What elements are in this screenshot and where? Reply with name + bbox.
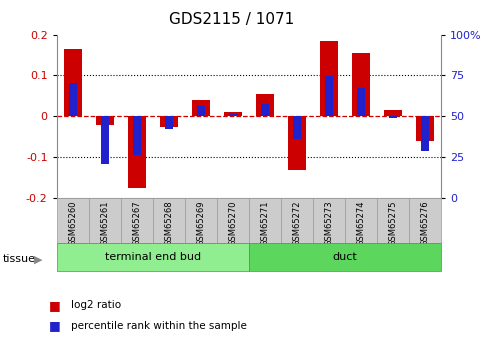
Bar	[385, 110, 402, 117]
Bar	[165, 117, 173, 129]
Bar	[325, 76, 333, 117]
Bar	[288, 117, 306, 170]
Bar	[313, 198, 345, 243]
Bar	[389, 117, 397, 118]
Bar	[89, 198, 121, 243]
Bar	[160, 117, 177, 127]
Bar	[345, 198, 377, 243]
Bar	[417, 117, 434, 141]
Text: GSM65267: GSM65267	[132, 201, 141, 246]
Text: GSM65276: GSM65276	[421, 201, 430, 246]
Bar	[153, 198, 185, 243]
Text: ■: ■	[49, 299, 61, 312]
Text: GDS2115 / 1071: GDS2115 / 1071	[169, 12, 294, 27]
Bar	[197, 106, 205, 117]
Text: ▶: ▶	[34, 255, 42, 264]
Bar	[357, 88, 365, 117]
Text: ■: ■	[49, 319, 61, 333]
Bar	[96, 117, 113, 125]
Bar	[224, 112, 242, 117]
Bar	[261, 104, 269, 117]
Bar	[320, 41, 338, 117]
Text: GSM65274: GSM65274	[356, 201, 366, 246]
Text: GSM65275: GSM65275	[388, 201, 398, 246]
Bar	[121, 198, 153, 243]
Bar	[133, 117, 141, 155]
Bar	[101, 117, 109, 164]
Bar	[185, 198, 217, 243]
Bar	[409, 198, 441, 243]
Bar	[293, 117, 301, 139]
Text: GSM65260: GSM65260	[68, 201, 77, 246]
Bar	[281, 198, 313, 243]
Text: percentile rank within the sample: percentile rank within the sample	[71, 321, 247, 331]
Bar	[69, 83, 77, 117]
Text: GSM65270: GSM65270	[228, 201, 238, 246]
Bar	[421, 117, 429, 151]
Bar	[57, 198, 89, 243]
Text: GSM65271: GSM65271	[260, 201, 270, 246]
Text: log2 ratio: log2 ratio	[71, 300, 122, 310]
Bar	[377, 198, 409, 243]
Bar	[192, 100, 210, 117]
Text: tissue: tissue	[2, 255, 35, 264]
Text: GSM65272: GSM65272	[292, 201, 302, 246]
Bar	[249, 198, 281, 243]
Text: GSM65273: GSM65273	[324, 201, 334, 246]
Bar	[249, 243, 441, 271]
Text: terminal end bud: terminal end bud	[105, 252, 201, 262]
Text: GSM65269: GSM65269	[196, 201, 206, 246]
Text: duct: duct	[333, 252, 357, 262]
Bar	[64, 49, 81, 117]
Bar	[352, 53, 370, 117]
Text: GSM65268: GSM65268	[164, 201, 174, 246]
Bar	[229, 115, 237, 117]
Bar	[128, 117, 145, 188]
Bar	[217, 198, 249, 243]
Bar	[57, 243, 249, 271]
Text: GSM65261: GSM65261	[100, 201, 109, 246]
Bar	[256, 94, 274, 117]
